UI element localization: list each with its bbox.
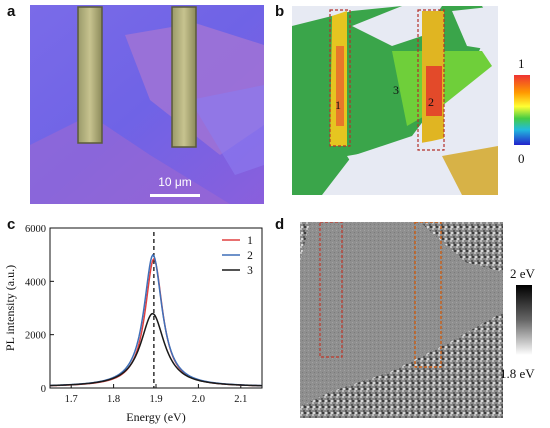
scale-bar-label: 10 μm	[158, 175, 192, 189]
pl-energy-map	[300, 222, 503, 418]
y-axis-label: PL intensity (a.u.)	[3, 265, 17, 351]
scale-bar	[150, 194, 200, 197]
energy-colorbar	[516, 285, 532, 355]
region-label-1: 1	[335, 98, 341, 112]
map-stripe-2-core	[426, 66, 442, 116]
legend-label-2: 2	[247, 250, 253, 262]
panel-letter-c: c	[7, 216, 16, 233]
series-line-3	[49, 312, 263, 387]
y-tick-label: 0	[41, 384, 46, 395]
optical-micrograph: 10 μm	[30, 5, 264, 204]
x-tick-label: 1.9	[149, 394, 162, 405]
pl-colorbar-min: 0	[518, 151, 525, 166]
electrode-left	[77, 6, 103, 144]
energy-map-monolayer	[300, 222, 503, 407]
series-line-2	[49, 253, 263, 387]
box-1	[329, 9, 351, 147]
chart-series	[49, 253, 263, 387]
energy-colorbar-min: 1.8 eV	[500, 366, 535, 381]
electrode-right	[171, 6, 197, 148]
x-tick-label: 1.7	[65, 394, 78, 405]
region-label-2: 2	[428, 95, 434, 109]
pl-intensity-map: 1 2 3	[292, 6, 498, 195]
panel-letter-a: a	[7, 3, 16, 20]
legend-label-1: 1	[247, 235, 253, 247]
chart-axes: 1.7 1.8 1.9 2.0 2.1 0 2000 4000 6000	[25, 224, 263, 405]
legend-label-3: 3	[247, 265, 253, 277]
pl-colorbar	[514, 75, 530, 145]
map-lower-right	[442, 146, 498, 195]
panel-letter-d: d	[275, 216, 285, 233]
plot-frame	[49, 227, 263, 389]
y-tick-label: 4000	[25, 277, 46, 288]
x-tick-label: 2.1	[234, 394, 247, 405]
map-gap-top	[352, 6, 442, 46]
flake-right	[190, 85, 264, 175]
map-stripe-1-core	[336, 46, 344, 126]
pl-colorbar-max: 1	[518, 56, 525, 71]
energy-colorbar-max: 2 eV	[510, 266, 535, 281]
series-line-1	[49, 257, 263, 387]
region-label-3: 3	[393, 83, 399, 97]
y-tick-label: 2000	[25, 331, 46, 342]
box-2	[417, 9, 445, 151]
x-axis-label: Energy (eV)	[126, 410, 185, 424]
energy-box-1	[319, 222, 343, 358]
pl-spectra-chart: 1.7 1.8 1.9 2.0 2.1 0 2000 4000 6000 1 2 3 Energy …	[3, 224, 263, 424]
x-tick-label: 2.0	[192, 394, 205, 405]
map-gap-right	[452, 6, 498, 51]
chart-legend: 1 2 3	[222, 235, 253, 277]
panel-letter-b: b	[275, 3, 285, 20]
x-tick-label: 1.8	[107, 394, 120, 405]
y-tick-label: 6000	[25, 224, 46, 235]
